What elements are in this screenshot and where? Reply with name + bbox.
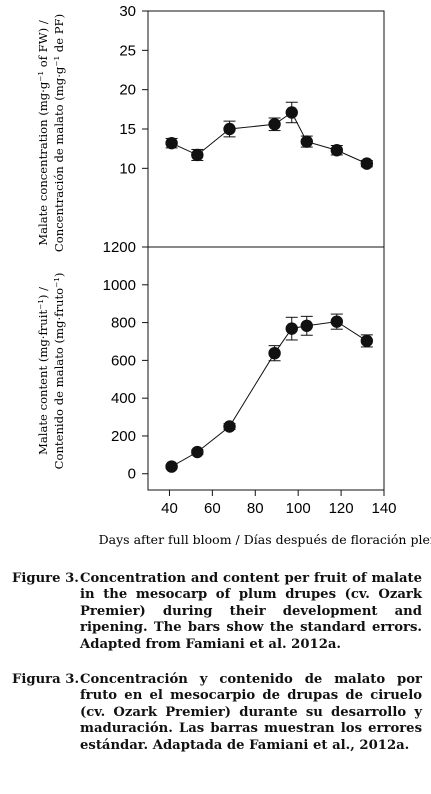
y-axis-label: Contenido de malato (mg·fruto⁻¹) [52,273,66,470]
y-tick-label: 25 [119,42,136,59]
plot-frame [147,10,385,248]
caption-english-label: Figure 3. [12,571,79,586]
series-segment [197,128,230,156]
caption-spanish-text: Concentración y contenido de malato por … [80,672,422,753]
y-tick-label: 10 [119,160,136,177]
x-tick-label: 40 [161,500,178,517]
data-point [223,420,236,433]
y-axis-label: Malate concentration (mg·g⁻¹ of FW) / [36,20,50,246]
caption-english-text: Concentration and content per fruit of m… [80,571,422,652]
y-axis-label: Concentración de malato (mg·g⁻¹ de PF) [52,14,66,252]
data-point [165,136,178,150]
x-tick-label: 120 [329,500,354,517]
y-tick-label: 400 [111,390,136,407]
caption-spanish-label: Figura 3. [12,672,80,687]
data-point [285,322,298,335]
chart-canvas: 10 15 20 25 30 Malate concentration (mg·g⁻¹ o… [36,3,431,547]
data-point [191,148,204,162]
y-tick-label: 800 [111,315,136,332]
x-tick-label: 80 [247,500,264,517]
data-point [360,334,374,348]
y-tick-label: 15 [119,121,136,138]
series-segment [229,123,275,130]
data-point [300,319,313,332]
data-point [300,135,313,148]
y-tick-label: 20 [119,82,136,99]
y-tick-label: 600 [111,352,136,369]
concentration-panel: 10 15 20 25 30 Malate concentration (mg·g⁻¹ o… [36,3,385,252]
x-tick-label: 140 [371,500,396,517]
caption-spanish: Figura 3. Concentración y contenido de m… [12,672,422,754]
data-point [191,445,204,459]
y-tick-label: 30 [119,3,136,20]
plot-frame [147,246,385,491]
data-point [268,118,281,131]
y-axis-label: Malate content (mg·fruit⁻¹) / [36,287,50,455]
data-point [360,157,374,170]
content-panel: 0 200 400 600 800 1000 1200 40 60 80 100 120 140 Mala… [36,239,397,517]
y-tick-label: 1200 [103,239,136,256]
caption-english: Figure 3. Concentration and content per … [12,571,422,653]
x-tick-label: 100 [286,500,311,517]
x-tick-label: 60 [204,500,221,517]
y-tick-label: 200 [111,428,136,445]
y-tick-label: 1000 [103,277,136,294]
data-point [268,346,281,360]
y-tick-label: 0 [128,466,136,483]
data-point [330,315,343,328]
figure: 10 15 20 25 30 Malate concentration (mg·g⁻¹ o… [36,3,431,547]
data-point [223,122,236,136]
data-point [330,144,343,157]
data-point [285,106,298,119]
series-line [171,321,368,468]
data-point [165,460,178,473]
x-axis-label: Days after full bloom / Días después de … [99,532,431,547]
